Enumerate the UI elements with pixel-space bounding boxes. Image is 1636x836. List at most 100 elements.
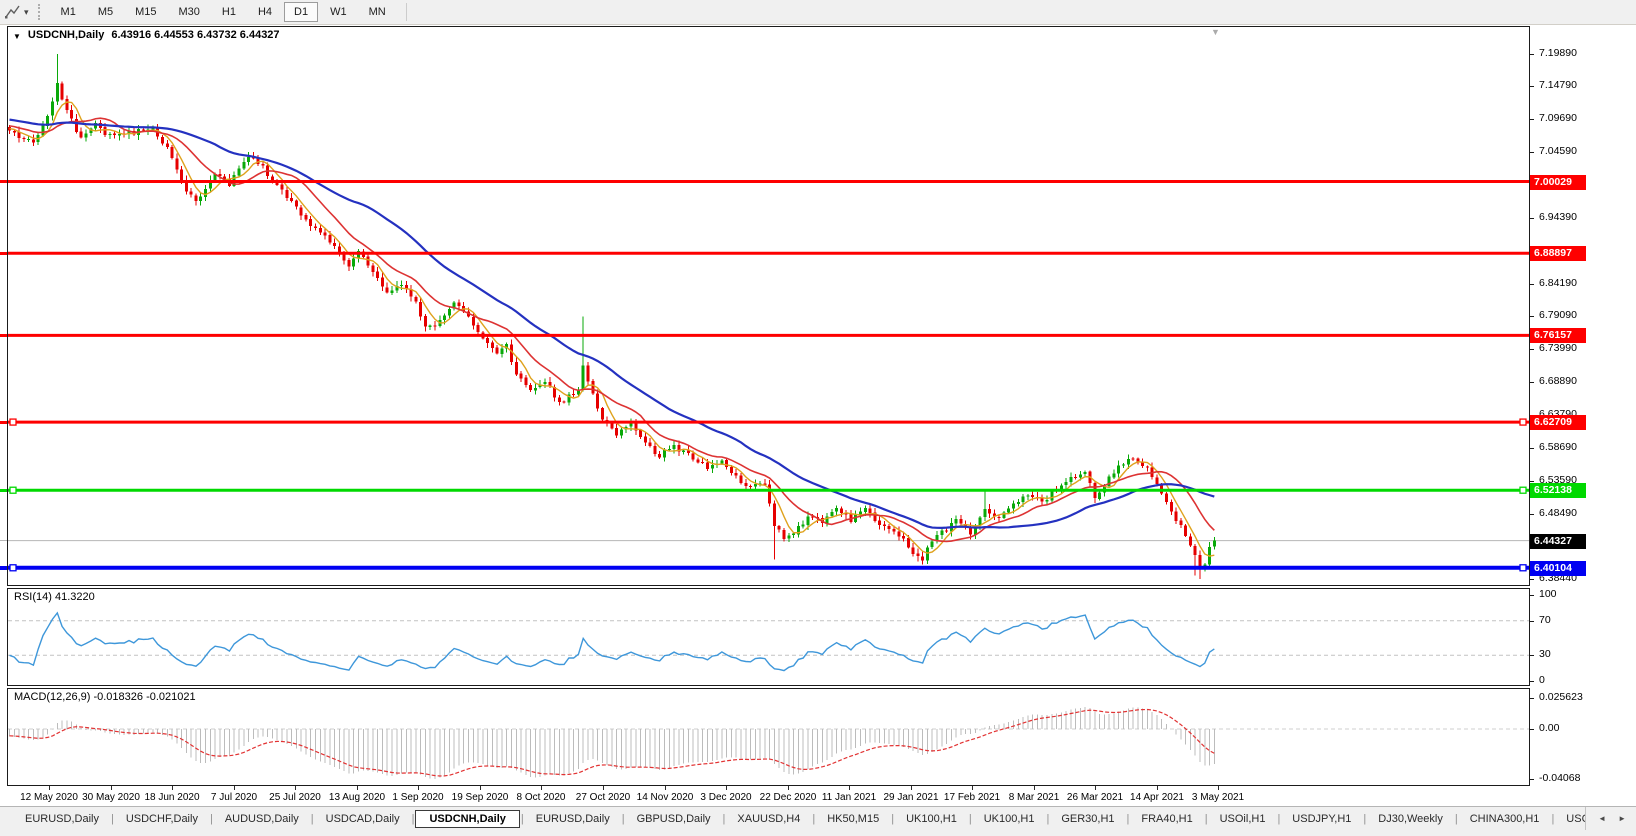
resistance-price-tag-2[interactable]: 6.88897 xyxy=(1530,246,1586,261)
timeframe-button-w1[interactable]: W1 xyxy=(330,6,347,18)
chart-tab-usdcnh-daily[interactable]: USDCNH,Daily xyxy=(415,809,520,828)
tab-separator: | xyxy=(1126,812,1130,825)
support-blue-price-tag[interactable]: 6.40104 xyxy=(1530,561,1586,576)
timeframe-toolbar: ▾ M1 M5 M15 M30 H1 H4 D1 W1 MN xyxy=(0,0,1636,25)
chart-shift-marker-icon[interactable]: ▼ xyxy=(1211,27,1220,37)
timeframe-button-mn[interactable]: MN xyxy=(368,6,386,18)
rsi-tick-dash xyxy=(1530,595,1534,596)
price-tick-dash xyxy=(1530,218,1534,219)
price-tick-dash xyxy=(1530,86,1534,87)
timeframe-button-m1[interactable]: M1 xyxy=(60,6,76,18)
tab-separator: | xyxy=(209,812,213,825)
chart-tool-button[interactable]: ▾ xyxy=(0,1,34,23)
price-tick-label: 6.84190 xyxy=(1539,277,1577,289)
chart-tab-gbpusd-daily[interactable]: GBPUSD,Daily xyxy=(636,812,711,825)
date-tick xyxy=(603,786,604,790)
chart-tab-hk50-m15[interactable]: HK50,M15 xyxy=(827,812,880,825)
timeframe-button-h1[interactable]: H1 xyxy=(221,6,236,18)
status-strip xyxy=(0,830,1636,836)
macd-axis: 0.025623 0.00 -0.04068 xyxy=(1530,688,1636,786)
resistance-price-tag-3[interactable]: 6.76157 xyxy=(1530,328,1586,343)
timeframe-button-m30[interactable]: M30 xyxy=(178,6,200,18)
chart-tab-uk100-h1[interactable]: UK100,H1 xyxy=(906,812,957,825)
tab-scroll-right-icon[interactable]: ► xyxy=(1618,814,1626,823)
tab-scroll-left-icon[interactable]: ◄ xyxy=(1598,814,1607,823)
date-label: 25 Jul 2020 xyxy=(269,792,321,803)
date-label: 22 Dec 2020 xyxy=(759,792,817,803)
chart-tab-audusd-daily[interactable]: AUDUSD,Daily xyxy=(224,812,299,825)
line-tool-icon xyxy=(5,5,20,19)
chart-tab-usdjpy-h1[interactable]: USDJPY,H1 xyxy=(1292,812,1352,825)
timeframe-button-m5[interactable]: M5 xyxy=(97,6,114,18)
date-tick xyxy=(541,786,542,790)
price-tick-label: 7.14790 xyxy=(1539,79,1577,91)
rsi-tick-label: 100 xyxy=(1539,588,1557,600)
price-tick-dash xyxy=(1530,579,1534,580)
timeframe-button-h4[interactable]: H4 xyxy=(257,6,273,18)
date-label: 8 Mar 2021 xyxy=(1008,792,1060,803)
date-tick xyxy=(357,786,358,790)
date-label: 30 May 2020 xyxy=(82,792,140,803)
chart-dropdown-marker-icon[interactable]: ▼ xyxy=(13,31,21,41)
price-chart-canvas xyxy=(8,54,1529,579)
chart-tab-dj30-weekly[interactable]: DJ30,Weekly xyxy=(1378,812,1443,825)
ma-fast-line xyxy=(9,101,1215,557)
chart-tab-eurusd-daily[interactable]: EURUSD,Daily xyxy=(25,812,99,825)
timeframe-button-m15[interactable]: M15 xyxy=(135,6,157,18)
support-green-price-tag[interactable]: 6.52138 xyxy=(1530,483,1586,498)
resistance-line-3-left-stub xyxy=(0,334,7,337)
chart-tab-bar: EURUSD,Daily | USDCHF,Daily | AUDUSD,Daily | U… xyxy=(0,806,1636,830)
timeframe-button-d1[interactable]: D1 xyxy=(284,2,319,22)
macd-indicator-label: MACD(12,26,9) -0.018326 -0.021021 xyxy=(14,691,196,703)
date-tick xyxy=(911,786,912,790)
chart-tab-ger30-h1[interactable]: GER30,H1 xyxy=(1061,812,1115,825)
date-label: 29 Jan 2021 xyxy=(883,792,939,803)
tab-separator: | xyxy=(1363,812,1367,825)
timeframe-buttons: M1 M5 M15 M30 H1 H4 D1 W1 MN xyxy=(50,2,397,22)
chart-tab-usoil-h1[interactable]: USOil,H1 xyxy=(1219,812,1266,825)
support-line-blue-handle-left xyxy=(9,564,17,572)
rsi-tick-dash xyxy=(1530,621,1534,622)
current-price-tag[interactable]: 6.44327 xyxy=(1530,534,1586,549)
resistance-price-tag-1[interactable]: 7.00029 xyxy=(1530,175,1586,190)
chart-tab-xauusd-h4[interactable]: XAUUSD,H4 xyxy=(737,812,801,825)
chart-tab-uk100-h1[interactable]: UK100,H1 xyxy=(983,812,1035,825)
date-label: 26 Mar 2021 xyxy=(1066,792,1124,803)
chart-tab-usdcad-daily[interactable]: USDCAD,Daily xyxy=(325,812,400,825)
macd-indicator-panel[interactable]: MACD(12,26,9) -0.018326 -0.021021 xyxy=(7,688,1530,786)
toolbar-drag-handle[interactable] xyxy=(37,4,42,20)
chart-tab-eurusd-daily[interactable]: EURUSD,Daily xyxy=(535,812,610,825)
support-line-green-left-stub xyxy=(0,489,7,492)
chart-tab-usdchf-daily[interactable]: USDCHF,Daily xyxy=(125,812,198,825)
chart-tab-usc[interactable]: USC xyxy=(1566,812,1590,825)
price-tick-dash xyxy=(1530,349,1534,350)
date-tick xyxy=(849,786,850,790)
tab-separator: | xyxy=(1277,812,1281,825)
tab-separator: | xyxy=(1204,812,1208,825)
tab-separator: | xyxy=(411,812,415,825)
resistance-price-tag-4[interactable]: 6.62709 xyxy=(1530,415,1586,430)
date-label: 3 May 2021 xyxy=(1191,792,1245,803)
macd-histogram xyxy=(9,706,1215,779)
date-label: 3 Dec 2020 xyxy=(700,792,752,803)
date-tick xyxy=(418,786,419,790)
macd-signal-line xyxy=(9,708,1215,777)
price-tick-dash xyxy=(1530,514,1534,515)
price-chart-panel[interactable]: ▼ USDCNH,Daily 6.43916 6.44553 6.43732 6… xyxy=(7,26,1530,586)
date-tick xyxy=(49,786,50,790)
resistance-line-4-handle-right xyxy=(1519,418,1527,426)
candles-layer xyxy=(8,54,1216,579)
resistance-line-4-left-stub xyxy=(0,421,7,424)
chart-tab-fra40-h1[interactable]: FRA40,H1 xyxy=(1141,812,1193,825)
rsi-indicator-panel[interactable]: RSI(14) 41.3220 xyxy=(7,588,1530,686)
dropdown-caret-icon[interactable]: ▾ xyxy=(24,6,29,17)
resistance-line-4-handle-left xyxy=(9,418,17,426)
tab-separator: | xyxy=(1454,812,1458,825)
chart-tab-china300-h1[interactable]: CHINA300,H1 xyxy=(1469,812,1540,825)
price-tick-dash xyxy=(1530,448,1534,449)
date-label: 11 Jan 2021 xyxy=(821,792,877,803)
macd-tick-dash xyxy=(1530,729,1534,730)
rsi-tick-dash xyxy=(1530,681,1534,682)
date-label: 13 Aug 2020 xyxy=(328,792,386,803)
